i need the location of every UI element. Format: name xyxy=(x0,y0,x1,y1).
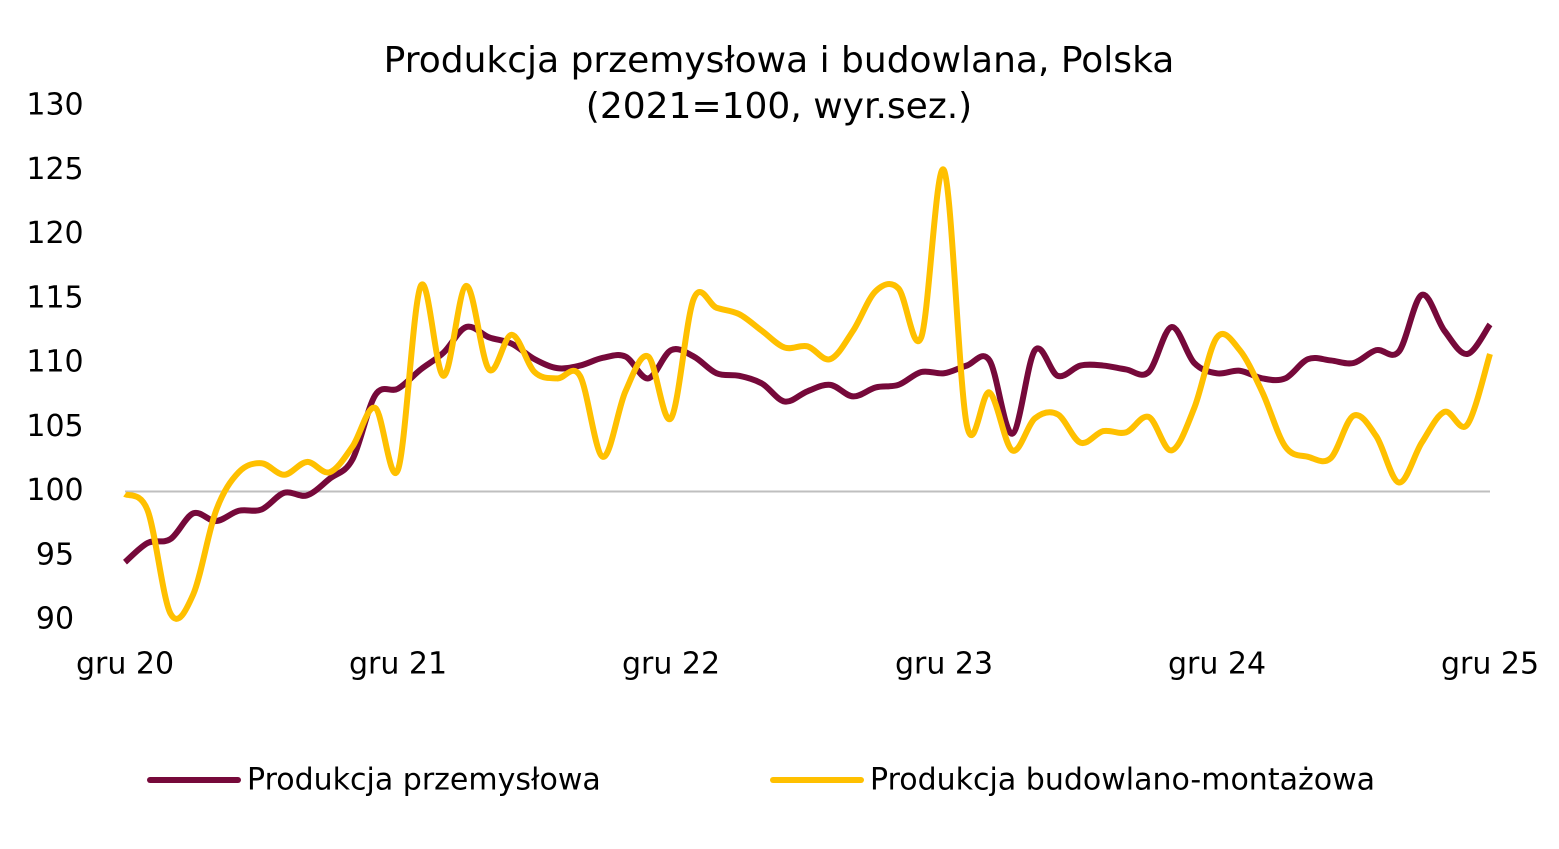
x-tick-label: gru 22 xyxy=(622,647,720,682)
y-tick-label: 115 xyxy=(26,280,83,315)
legend-label: Produkcja budowlano-montażowa xyxy=(870,763,1375,798)
y-tick-label: 105 xyxy=(26,409,83,444)
chart-subtitle: (2021=100, wyr.sez.) xyxy=(586,86,972,127)
y-tick-label: 95 xyxy=(36,537,74,572)
x-tick-label: gru 24 xyxy=(1168,647,1266,682)
legend-label: Produkcja przemysłowa xyxy=(247,763,601,798)
y-tick-label: 110 xyxy=(26,345,83,380)
x-tick-label: gru 25 xyxy=(1441,647,1539,682)
y-tick-label: 100 xyxy=(26,473,83,508)
series-line xyxy=(123,166,1493,622)
series-line xyxy=(122,291,1493,565)
y-tick-label: 120 xyxy=(26,216,83,251)
x-tick-label: gru 23 xyxy=(895,647,993,682)
y-tick-label: 130 xyxy=(26,88,83,123)
y-tick-label: 90 xyxy=(36,602,74,637)
y-tick-label: 125 xyxy=(26,152,83,187)
chart-title: Produkcja przemysłowa i budowlana, Polsk… xyxy=(384,40,1175,81)
x-tick-label: gru 20 xyxy=(76,647,174,682)
x-tick-label: gru 21 xyxy=(349,647,447,682)
